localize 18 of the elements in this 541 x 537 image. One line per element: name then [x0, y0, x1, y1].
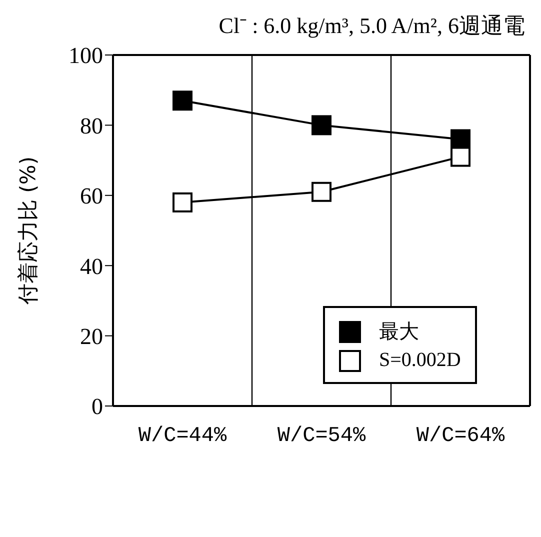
x-tick-label: W/C=44%	[138, 424, 228, 448]
x-tick-label: W/C=54%	[277, 424, 366, 448]
y-axis-title: 付着応力比 (%)	[16, 156, 40, 306]
y-tick-label: 0	[92, 394, 103, 420]
point	[172, 192, 192, 212]
point	[312, 182, 332, 202]
point	[312, 115, 332, 136]
y-tick-label: 100	[68, 43, 103, 68]
y-tick-label: 60	[80, 184, 103, 209]
point	[450, 146, 470, 167]
chart-title: Cl⁻ : 6.0 kg/m³, 5.0 A/m², 6週通電	[218, 12, 526, 40]
y-tick-label: 20	[80, 324, 103, 349]
point	[172, 90, 192, 111]
y-tick-label: 40	[80, 254, 103, 279]
x-tick-label: W/C=64%	[416, 424, 506, 448]
legend-label: 最大	[379, 318, 419, 345]
legend-label: S=0.002D	[379, 349, 461, 372]
y-tick-label: 80	[80, 113, 103, 138]
